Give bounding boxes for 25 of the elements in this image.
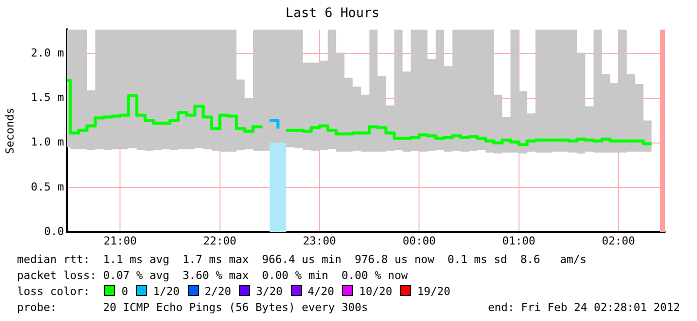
legend-label: 2/20 <box>204 285 232 298</box>
y-tick-label: 2.0 m <box>30 46 64 60</box>
x-tick-label: 21:00 <box>104 234 137 248</box>
text: end: Fri Feb 24 02:28:01 2012 <box>488 300 680 316</box>
legend-label: 3/20 <box>256 285 283 298</box>
x-tick-label: 22:00 <box>203 234 236 248</box>
y-tick-label: 0.5 m <box>30 180 64 194</box>
y-tick-label: 1.0 m <box>30 136 64 149</box>
y-tick-label: 0.0 <box>44 224 64 238</box>
legend-label: 4/20 <box>308 285 334 298</box>
x-tick-label: 23:00 <box>302 234 336 248</box>
x-tick-label: 00:00 <box>402 234 436 248</box>
y-tick-label: 1.5 m <box>30 91 64 104</box>
text: packet loss: 0.07 % avg 3.60 % max 0.00 % min 0.00 % now <box>17 268 409 284</box>
text: probe: 20 ICMP Echo Pings (56 Bytes) every 300s <box>17 301 368 314</box>
legend-label: 19/20 <box>417 285 450 298</box>
x-tick-label: 01:00 <box>502 234 536 248</box>
text: median rtt: 1.1 ms avg 1.7 ms max 966.4 us min 976.8 us now 0.1 ms sd 8.6 am/s <box>17 252 588 268</box>
legend-label: 0 <box>121 285 128 298</box>
y-axis-title: Seconds <box>3 108 16 154</box>
legend-label: 10/20 <box>359 285 392 298</box>
chart-title: Last 6 Hours <box>286 6 380 22</box>
x-tick-label: 02:00 <box>602 234 636 248</box>
legend-label: 1/20 <box>153 285 180 298</box>
legend-title: loss color: <box>17 285 90 298</box>
